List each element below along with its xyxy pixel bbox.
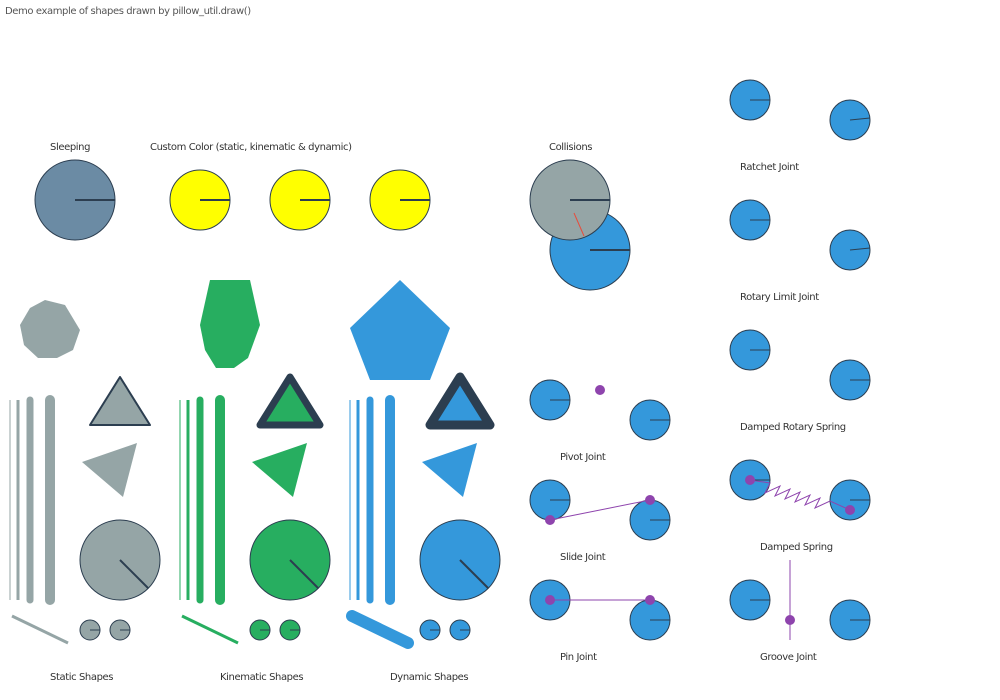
label-custom-color: Custom Color (static, kinematic & dynami… — [150, 142, 352, 153]
ratchet-body-b-angle — [849, 117, 871, 121]
label-static-shapes: Static Shapes — [50, 672, 113, 683]
damped-spring-anchor-a — [745, 475, 755, 485]
kinematic-triangle — [252, 443, 307, 497]
label-dynamic-shapes: Dynamic Shapes — [390, 672, 468, 683]
static-shapes-group: Static Shapes — [9, 300, 161, 683]
dynamic-triangle — [422, 443, 477, 497]
rotary-limit-joint-demo: Rotary Limit Joint — [729, 199, 871, 303]
label-rotary-limit-joint: Rotary Limit Joint — [740, 292, 819, 303]
label-damped-rotary-spring: Damped Rotary Spring — [740, 422, 846, 433]
static-large-circle-angle — [119, 559, 149, 589]
sleeping-demo: Sleeping — [34, 142, 116, 241]
kinematic-triangle-outlined — [256, 373, 324, 429]
label-groove-joint: Groove Joint — [760, 652, 817, 663]
collisions-demo: Collisions — [529, 142, 631, 291]
kinematic-shapes-group: Kinematic Shapes — [179, 280, 331, 683]
rotary-limit-body-b-angle — [849, 247, 871, 251]
groove-anchor — [785, 615, 795, 625]
label-pivot-joint: Pivot Joint — [560, 452, 606, 463]
label-collisions: Collisions — [549, 142, 592, 153]
slide-joint-demo: Slide Joint — [529, 479, 671, 563]
static-nonagon — [20, 300, 80, 358]
slide-anchor-b — [645, 495, 655, 505]
dynamic-triangle-outlined — [425, 372, 495, 430]
static-triangle — [82, 443, 137, 497]
label-sleeping: Sleeping — [50, 142, 90, 153]
ratchet-joint-demo: Ratchet Joint — [729, 79, 871, 173]
dynamic-diagonal-segment — [346, 610, 414, 649]
damped-spring-anchor-b — [845, 505, 855, 515]
damped-spring-coil — [749, 479, 851, 511]
slide-link — [549, 499, 651, 521]
custom-color-demo: Custom Color (static, kinematic & dynami… — [150, 142, 431, 231]
static-diagonal-segment — [11, 614, 69, 645]
pin-anchor-b — [645, 595, 655, 605]
pivot-joint-demo: Pivot Joint — [529, 379, 671, 463]
kinematic-large-circle-angle — [289, 559, 319, 589]
damped-rotary-spring-demo: Damped Rotary Spring — [729, 329, 871, 433]
slide-anchor-a — [545, 515, 555, 525]
label-pin-joint: Pin Joint — [560, 652, 597, 663]
pin-anchor-a — [545, 595, 555, 605]
static-triangle-outlined — [89, 376, 151, 426]
label-ratchet-joint: Ratchet Joint — [740, 162, 799, 173]
dynamic-large-circle-angle — [459, 559, 489, 589]
pivot-anchor — [595, 385, 605, 395]
dynamic-pentagon — [350, 280, 450, 380]
collision-normal — [573, 212, 585, 237]
dynamic-shapes-group: Dynamic Shapes — [346, 280, 501, 683]
pin-joint-demo: Pin Joint — [529, 579, 671, 663]
label-kinematic-shapes: Kinematic Shapes — [220, 672, 303, 683]
label-damped-spring: Damped Spring — [760, 542, 833, 553]
groove-joint-demo: Groove Joint — [729, 560, 871, 663]
damped-spring-demo: Damped Spring — [729, 459, 871, 553]
kinematic-diagonal-segment — [181, 614, 239, 645]
kinematic-polygon — [200, 280, 260, 368]
page-title: Demo example of shapes drawn by pillow_u… — [5, 6, 251, 17]
label-slide-joint: Slide Joint — [560, 552, 606, 563]
